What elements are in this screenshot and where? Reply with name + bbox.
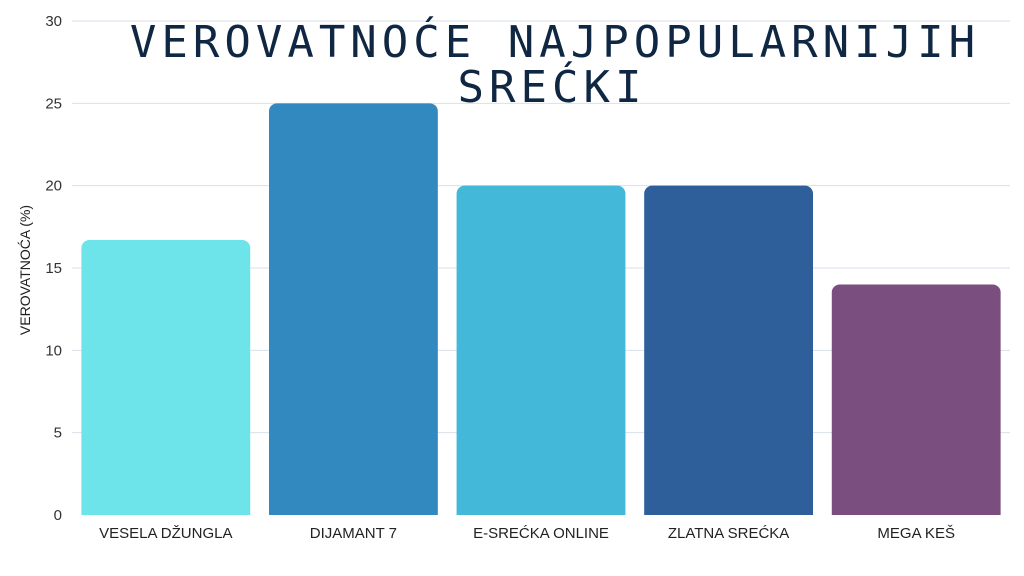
y-axis-title: VEROVATNOĆA (%) <box>17 205 33 335</box>
category-label-2: E-SREĆKA ONLINE <box>473 525 609 542</box>
chart-title-line-1: VEROVATNOĆE NAJPOPULARNIJIH <box>130 15 980 68</box>
category-label-0: VESELA DŽUNGLA <box>99 525 232 542</box>
bar-4 <box>831 284 1001 515</box>
y-tick-label-25: 25 <box>45 95 62 112</box>
chart-title-line-2: SREĆKI <box>458 60 647 113</box>
bars <box>81 103 1001 515</box>
bar-1 <box>268 103 438 515</box>
y-tick-label-10: 10 <box>45 342 62 359</box>
bar-2 <box>456 185 626 515</box>
y-tick-labels: 0 5 10 15 20 25 30 <box>45 13 62 524</box>
y-tick-label-20: 20 <box>45 178 62 195</box>
category-label-4: MEGA KEŠ <box>877 525 955 542</box>
y-tick-label-0: 0 <box>54 507 62 524</box>
category-label-1: DIJAMANT 7 <box>310 525 397 542</box>
bar-3 <box>644 185 814 515</box>
y-tick-label-15: 15 <box>45 260 62 277</box>
y-tick-label-5: 5 <box>54 425 62 442</box>
bar-0 <box>81 240 251 515</box>
y-tick-label-30: 30 <box>45 13 62 30</box>
category-label-3: ZLATNA SREĆKA <box>668 525 789 542</box>
category-labels: VESELA DŽUNGLA DIJAMANT 7 E-SREĆKA ONLINE Z… <box>99 525 955 542</box>
